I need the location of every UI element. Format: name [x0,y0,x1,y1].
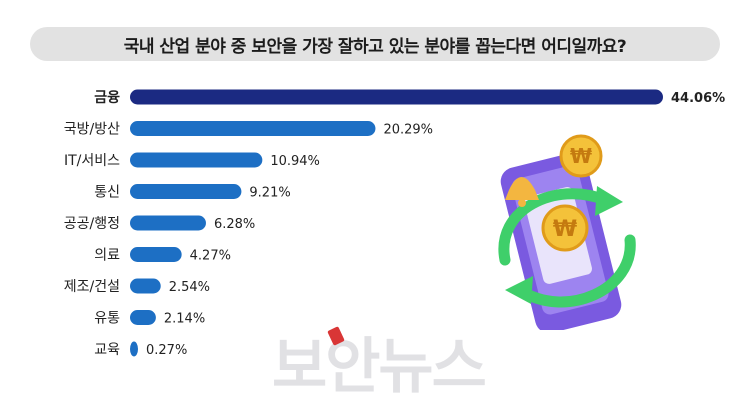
bar [130,152,263,168]
category-label: 공공/행정 [64,216,120,232]
data-label: 10.94% [270,154,320,169]
svg-text:₩: ₩ [570,144,592,168]
bar [130,215,206,231]
chart-title: 국내 산업 분야 중 보안을 가장 잘하고 있는 분야를 꼽는다면 어디일까요? [123,36,627,57]
data-label: 6.28% [214,217,255,232]
watermark: 보안뉴스 [272,332,487,402]
title-banner: 국내 산업 분야 중 보안을 가장 잘하고 있는 분야를 꼽는다면 어디일까요? [30,27,720,61]
category-label: IT/서비스 [64,153,120,169]
category-label: 국방/방산 [64,122,120,138]
data-label: 0.27% [146,343,187,358]
bar [130,310,156,325]
phone-coin-illustration-icon: ₩ ₩ [498,134,636,330]
data-label: 4.27% [190,249,231,264]
bar [130,278,161,294]
bar [130,89,663,105]
data-label: 44.06% [671,91,725,106]
data-label: 2.14% [164,312,205,327]
bar [130,341,138,357]
bar [130,121,376,136]
category-label: 의료 [94,248,120,264]
category-label: 유통 [94,311,120,327]
bar [130,247,182,262]
svg-text:₩: ₩ [553,217,577,242]
category-label: 금융 [94,90,120,106]
data-label: 2.54% [169,280,210,295]
data-label: 20.29% [383,123,433,138]
data-label: 9.21% [249,186,290,201]
category-label: 교육 [94,342,120,358]
category-label: 통신 [94,185,120,201]
category-label: 제조/건설 [64,279,120,295]
bar [130,184,242,199]
